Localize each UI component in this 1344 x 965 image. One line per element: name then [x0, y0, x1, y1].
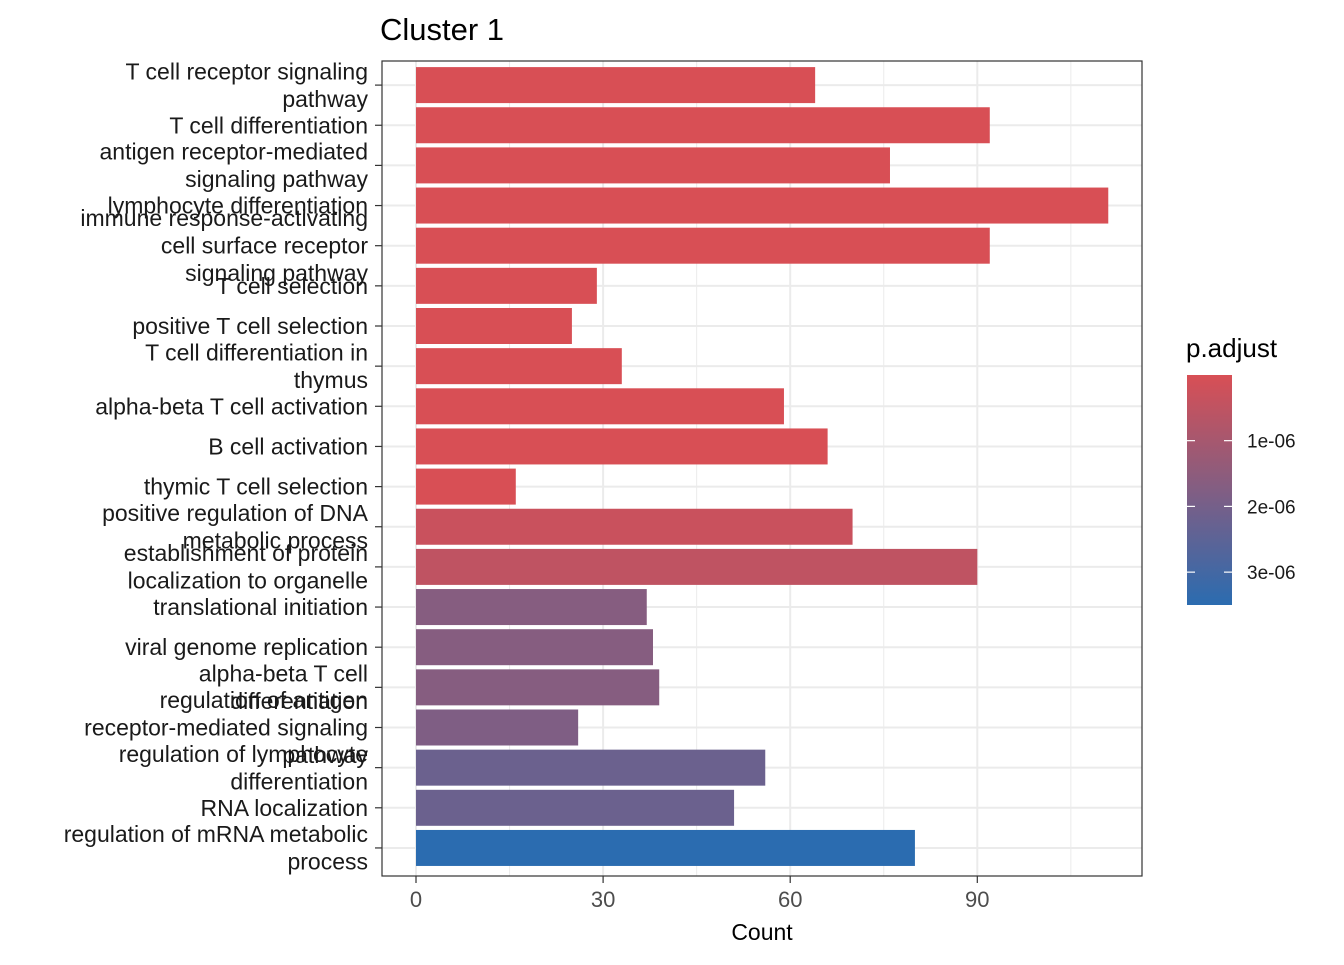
bar [416, 428, 828, 465]
bar [416, 348, 622, 385]
x-axis-title: Count [731, 919, 793, 945]
bar [416, 629, 653, 666]
legend: p.adjust 1e-06 2e-06 3e-06 [1186, 333, 1296, 605]
bar [416, 388, 784, 425]
category-label: regulation of mRNA metabolic process [64, 821, 368, 875]
legend-title: p.adjust [1186, 333, 1278, 363]
bar [416, 548, 978, 585]
category-label: T cell differentiation in thymus [145, 339, 368, 393]
category-label: thymic T cell selection [144, 474, 368, 500]
panel-border [381, 60, 1143, 877]
category-label: establishment of protein localization to … [124, 540, 368, 594]
chart-title: Cluster 1 [380, 12, 504, 47]
bar [416, 227, 990, 264]
bars [416, 67, 1109, 866]
bar [416, 709, 579, 746]
x-tick-label: 30 [591, 887, 615, 912]
category-label: regulation of antigen receptor-mediated s… [84, 687, 368, 768]
x-tick-label: 0 [410, 887, 422, 912]
category-label: T cell receptor signaling pathway [126, 58, 369, 112]
category-label: T cell selection [216, 273, 368, 299]
category-label: alpha-beta T cell differentiation [199, 661, 368, 715]
bar [416, 508, 853, 545]
bar [416, 147, 890, 184]
category-label: regulation of lymphocyte differentiation [119, 741, 368, 795]
bar [416, 107, 990, 144]
category-label: immune response-activating cell surface r… [80, 205, 368, 286]
bar [416, 749, 766, 786]
category-label: translational initiation [153, 594, 368, 620]
category-label: alpha-beta T cell activation [95, 393, 368, 419]
category-label: T cell differentiation [169, 112, 368, 138]
category-label: positive T cell selection [132, 313, 368, 339]
axes: 0 30 60 90 [375, 60, 1143, 912]
bar [416, 267, 597, 304]
bar [416, 829, 915, 866]
bar [416, 789, 735, 826]
category-label: B cell activation [208, 433, 368, 459]
bar [416, 308, 572, 344]
bar [416, 589, 647, 626]
x-tick-label: 90 [965, 887, 989, 912]
category-label: lymphocyte differentiation [108, 193, 368, 219]
bar [416, 67, 816, 104]
category-label: antigen receptor-mediated signaling pathw… [100, 139, 369, 193]
x-tick-label: 60 [778, 887, 802, 912]
legend-label: 2e-06 [1247, 497, 1296, 518]
category-label: positive regulation of DNA metabolic proc… [102, 500, 369, 554]
bar [416, 468, 516, 505]
bar [416, 669, 660, 706]
category-label: viral genome replication [125, 634, 368, 660]
legend-label: 3e-06 [1247, 563, 1296, 584]
legend-label: 1e-06 [1247, 432, 1296, 453]
category-label: RNA localization [201, 795, 368, 821]
bar [416, 187, 1109, 224]
legend-colorbar [1187, 375, 1232, 605]
